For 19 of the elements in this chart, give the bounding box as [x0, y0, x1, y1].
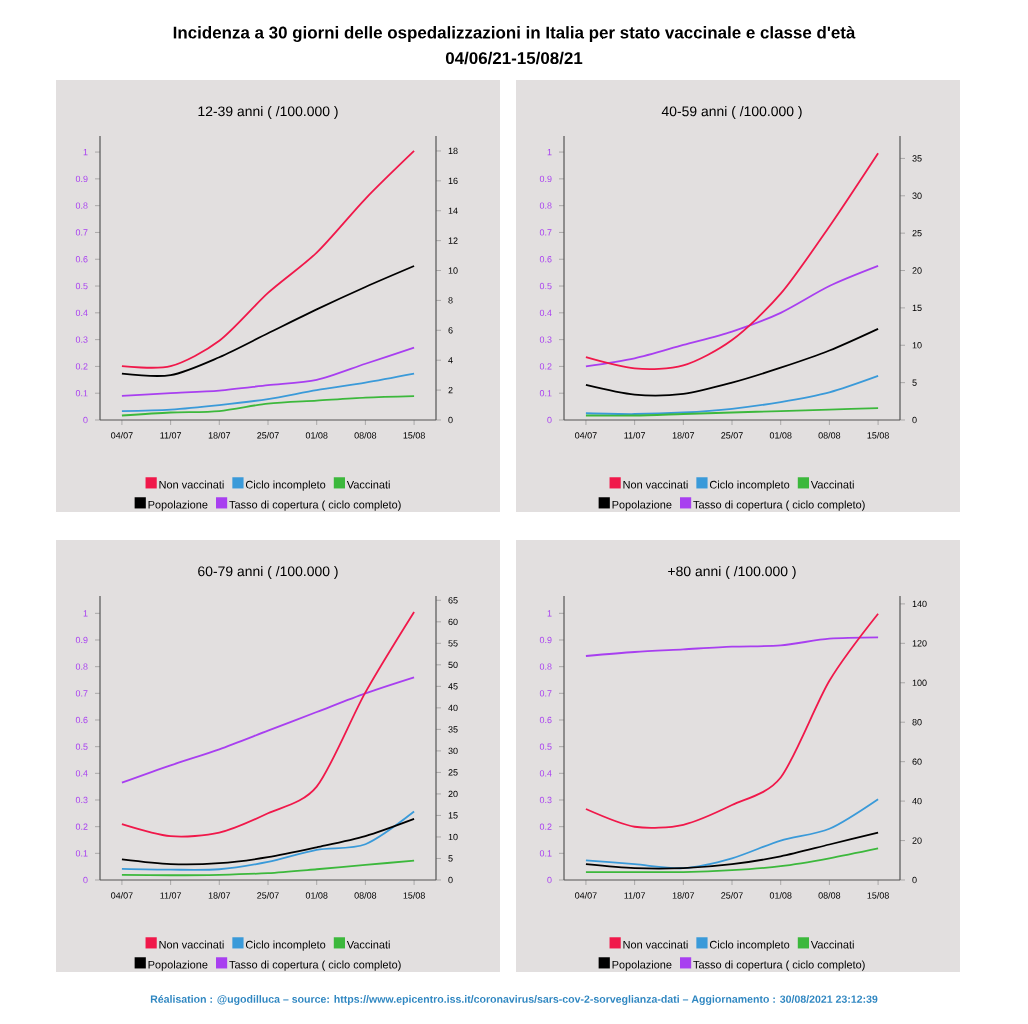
line-series: [585, 327, 879, 397]
text: 04/06/21-15/08/21: [445, 51, 583, 65]
line-series: [585, 612, 879, 829]
text: Incidenza a 30 giorni delle ospedalizzazioni in Italia per stato vaccinale e classe d'età: [173, 25, 856, 42]
line-series: [585, 265, 879, 368]
line-series: [585, 831, 879, 870]
line-series: [121, 859, 415, 877]
line-series: [585, 847, 879, 874]
line-series: [585, 152, 879, 370]
line-series: [121, 676, 415, 784]
line-series: [121, 611, 415, 838]
line-series: [121, 395, 415, 417]
line-series: [585, 798, 879, 870]
line-series: [121, 150, 415, 369]
line-series: [121, 372, 415, 412]
line-series: [121, 346, 415, 397]
line-series: [121, 265, 415, 377]
line-series: [585, 636, 879, 657]
line-series: [585, 375, 879, 415]
